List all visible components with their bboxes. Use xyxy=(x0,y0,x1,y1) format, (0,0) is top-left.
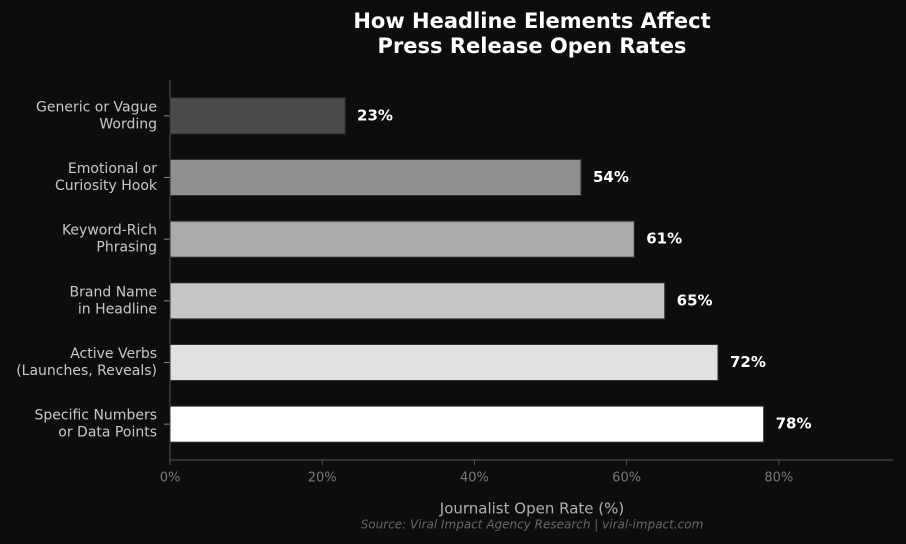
data-label: 65% xyxy=(677,291,713,309)
bar xyxy=(169,97,346,135)
x-tick-label: 0% xyxy=(160,471,181,486)
y-tick-label: Wording xyxy=(99,116,157,132)
data-label: 78% xyxy=(776,415,812,433)
data-label: 72% xyxy=(730,353,766,371)
data-label: 61% xyxy=(646,230,682,248)
y-tick-label: (Launches, Reveals) xyxy=(16,363,157,379)
x-axis-label: Journalist Open Rate (%) xyxy=(439,500,624,518)
bar xyxy=(169,159,582,196)
data-label: 23% xyxy=(357,106,393,124)
x-tick-label: 20% xyxy=(308,471,337,486)
bar xyxy=(169,405,765,443)
bar xyxy=(169,220,635,258)
data-label: 54% xyxy=(593,168,629,186)
y-tick-label: Specific Numbers xyxy=(35,408,157,424)
chart-title: Press Release Open Rates xyxy=(378,34,687,58)
bar xyxy=(169,282,666,320)
chart-title: How Headline Elements Affect xyxy=(353,9,710,33)
x-tick-label: 60% xyxy=(612,471,641,486)
x-tick-label: 80% xyxy=(764,471,793,486)
y-tick-label: Curiosity Hook xyxy=(55,178,158,194)
y-tick-label: or Data Points xyxy=(58,425,157,441)
y-tick-label: Phrasing xyxy=(96,240,157,256)
source-note: Source: Viral Impact Agency Research | v… xyxy=(361,518,704,532)
y-tick-label: Generic or Vague xyxy=(36,99,157,115)
y-tick-label: Active Verbs xyxy=(70,346,157,362)
y-tick-label: in Headline xyxy=(78,301,157,317)
y-tick-label: Keyword-Rich xyxy=(62,223,157,239)
bar xyxy=(169,344,719,381)
y-tick-label: Emotional or xyxy=(68,161,157,177)
x-tick-label: 40% xyxy=(460,471,489,486)
y-tick-label: Brand Name xyxy=(70,284,157,300)
